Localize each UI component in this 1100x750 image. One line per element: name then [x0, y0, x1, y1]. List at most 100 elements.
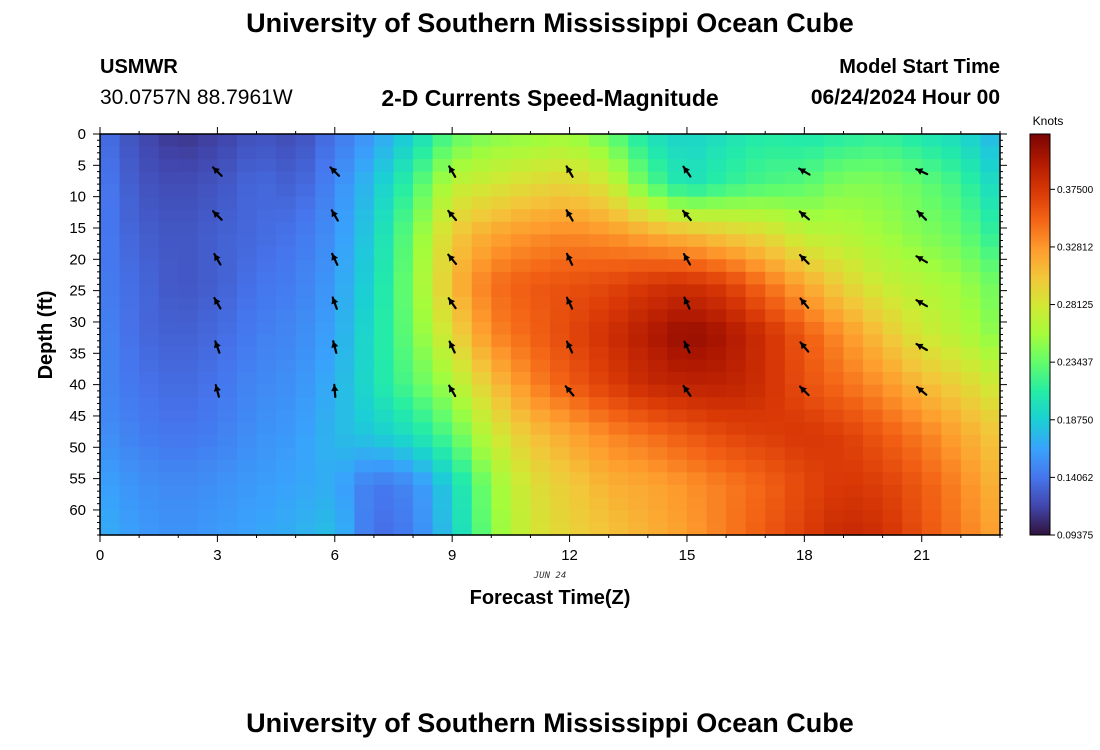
heatmap-cell	[550, 509, 571, 524]
heatmap-cell	[804, 447, 825, 461]
heatmap-cell	[706, 509, 727, 524]
heatmap-cell	[373, 522, 395, 536]
heatmap-cell	[236, 159, 258, 173]
heatmap-cell	[295, 184, 316, 198]
heatmap-cell	[315, 234, 336, 248]
heatmap-cell	[100, 209, 121, 223]
heatmap-cell	[354, 296, 375, 311]
heatmap-cell	[647, 347, 668, 361]
heatmap-cell	[706, 409, 727, 423]
heatmap-cell	[197, 159, 218, 173]
heatmap-cell	[295, 284, 316, 298]
heatmap-cell	[902, 422, 923, 436]
heatmap-cell	[960, 321, 982, 336]
heatmap-cell	[765, 397, 786, 411]
heatmap-cell	[256, 472, 277, 486]
heatmap-cell	[726, 171, 747, 185]
heatmap-cell	[980, 196, 1001, 210]
heatmap-cell	[843, 484, 864, 499]
heatmap-cell	[100, 522, 121, 536]
heatmap-cell	[491, 509, 512, 524]
heatmap-cell	[354, 321, 375, 336]
current-arrow	[565, 296, 574, 310]
heatmap-cell	[510, 409, 532, 423]
heatmap-cell	[647, 134, 668, 148]
heatmap-cell	[295, 372, 316, 386]
heatmap-cell	[980, 447, 1001, 461]
heatmap-cell	[980, 484, 1001, 499]
heatmap-cell	[393, 472, 414, 486]
heatmap-cell	[432, 234, 453, 248]
heatmap-cell	[589, 447, 610, 461]
heatmap-cell	[100, 321, 121, 336]
heatmap-cell	[491, 447, 512, 461]
heatmap-cell	[980, 146, 1001, 160]
heatmap-cell	[295, 309, 316, 323]
heatmap-cell	[823, 246, 845, 260]
heatmap-cell	[863, 321, 884, 336]
colorbar-tick-label: 0.09375	[1057, 531, 1094, 542]
heatmap-cell	[608, 347, 629, 361]
heatmap-cell	[804, 159, 825, 173]
heatmap-cell	[100, 509, 121, 524]
heatmap-cell	[686, 271, 708, 285]
heatmap-cell	[784, 221, 805, 235]
heatmap-cell	[158, 459, 179, 473]
heatmap-cell	[100, 309, 121, 323]
heatmap-cell	[178, 234, 199, 248]
heatmap-cell	[726, 196, 747, 210]
heatmap-cell	[530, 234, 551, 248]
heatmap-cell	[902, 184, 923, 198]
heatmap-cell	[569, 497, 590, 511]
heatmap-cell	[608, 309, 629, 323]
heatmap-cell	[667, 484, 688, 499]
heatmap-cell	[158, 347, 179, 361]
heatmap-cell	[765, 196, 786, 210]
heatmap-cell	[804, 196, 825, 210]
heatmap-cell	[354, 397, 375, 411]
heatmap-cell	[510, 459, 532, 473]
heatmap-cell	[315, 334, 336, 348]
heatmap-cell	[589, 422, 610, 436]
heatmap-cell	[667, 171, 688, 185]
heatmap-cell	[315, 484, 336, 499]
heatmap-cell	[921, 334, 942, 348]
heatmap-cell	[530, 372, 551, 386]
heatmap-cell	[178, 196, 199, 210]
heatmap-cell	[491, 522, 512, 536]
heatmap-cell	[276, 409, 297, 423]
heatmap-cell	[882, 497, 903, 511]
heatmap-cell	[745, 472, 766, 486]
heatmap-cell	[706, 484, 727, 499]
heatmap-cell	[393, 397, 414, 411]
heatmap-cell	[765, 134, 786, 148]
heatmap-cell	[686, 196, 708, 210]
heatmap-cell	[139, 284, 160, 298]
heatmap-cell	[139, 234, 160, 248]
heatmap-cell	[256, 384, 277, 398]
heatmap-cell	[550, 422, 571, 436]
heatmap-cell	[765, 447, 786, 461]
y-tick-label: 0	[78, 126, 86, 143]
heatmap-cell	[823, 447, 845, 461]
heatmap-cell	[569, 321, 590, 336]
heatmap-cell	[276, 184, 297, 198]
heatmap-cell	[843, 497, 864, 511]
heatmap-cell	[882, 509, 903, 524]
heatmap-cell	[863, 134, 884, 148]
heatmap-cell	[686, 372, 708, 386]
heatmap-cell	[471, 146, 492, 160]
heatmap-cell	[139, 422, 160, 436]
heatmap-cell	[902, 284, 923, 298]
heatmap-cell	[647, 321, 668, 336]
heatmap-cell	[784, 509, 805, 524]
heatmap-cell	[686, 484, 708, 499]
heatmap-cell	[980, 284, 1001, 298]
heatmap-cell	[980, 359, 1001, 373]
current-arrow	[916, 210, 928, 221]
heatmap-cell	[863, 284, 884, 298]
heatmap-cell	[413, 397, 434, 411]
heatmap-cell	[921, 309, 942, 323]
heatmap-cell	[471, 171, 492, 185]
heatmap-cell	[882, 259, 903, 273]
